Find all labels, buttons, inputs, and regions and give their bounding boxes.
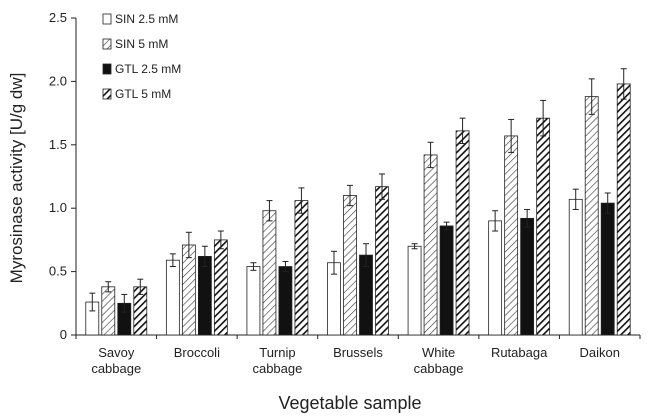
bar	[165, 259, 180, 336]
bar	[101, 286, 116, 336]
bar	[439, 225, 454, 336]
bar	[568, 198, 583, 336]
legend-label: GTL 5 mM	[115, 87, 171, 101]
bar	[455, 130, 470, 336]
x-tick-label: Turnip cabbage	[252, 345, 302, 376]
legend-label: SIN 5 mM	[115, 37, 168, 51]
bar	[359, 254, 373, 336]
plot-area: 0 0.5 1.0 1.5 2.0 2.5 Savoy cabbage Broccoli Turn…	[49, 10, 641, 376]
x-axis-title: Vegetable sample	[278, 393, 421, 413]
x-tick-label: Brussels	[333, 345, 383, 360]
legend-swatch	[102, 63, 112, 75]
legend-label: SIN 2.5 mM	[115, 12, 178, 26]
x-tick-label: Rutabaga	[491, 345, 548, 360]
bar	[600, 202, 615, 336]
bar	[584, 96, 599, 336]
x-tick-label: Savoy cabbage	[91, 345, 141, 376]
bar	[375, 186, 389, 336]
bar	[423, 154, 438, 336]
bar	[488, 220, 503, 336]
bar	[262, 210, 277, 336]
legend-swatch	[102, 88, 112, 100]
bar	[246, 266, 261, 336]
bar	[407, 245, 422, 336]
bar	[520, 217, 535, 336]
bar	[343, 195, 357, 336]
bar	[181, 244, 196, 336]
bar	[278, 266, 293, 336]
y-tick-label: 0	[60, 327, 67, 342]
y-tick-label: 0.5	[49, 264, 67, 279]
x-tick-label: White cabbage	[414, 345, 464, 376]
y-axis-title: Myrosinase activity [U/g dw]	[7, 73, 26, 284]
legend-swatch	[102, 13, 112, 25]
y-tick-label: 2.0	[49, 73, 67, 88]
bar	[213, 239, 228, 336]
legend-swatch	[102, 38, 112, 50]
bar	[197, 255, 212, 336]
y-tick-label: 1.5	[49, 137, 67, 152]
y-tick-label: 2.5	[49, 10, 67, 25]
bar	[294, 200, 309, 336]
x-tick-label: Broccoli	[174, 345, 220, 360]
x-tick-label: Daikon	[579, 345, 619, 360]
bar	[536, 117, 551, 336]
bar	[616, 83, 631, 336]
y-tick-label: 1.0	[49, 200, 67, 215]
legend-label: GTL 2.5 mM	[115, 62, 181, 76]
bar	[504, 135, 519, 336]
